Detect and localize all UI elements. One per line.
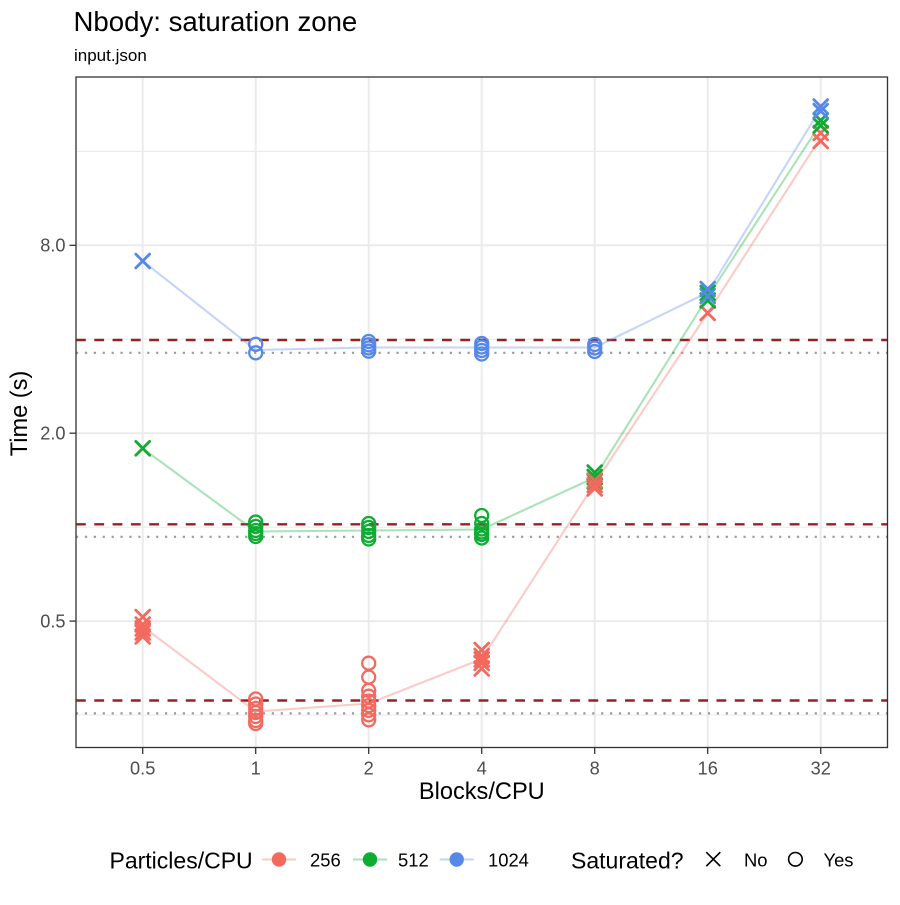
svg-text:0.5: 0.5 [130,758,155,778]
svg-text:2.0: 2.0 [40,424,65,444]
svg-text:16: 16 [698,758,718,778]
svg-text:4: 4 [477,758,487,778]
svg-text:1024: 1024 [488,849,529,870]
svg-text:Nbody: saturation zone: Nbody: saturation zone [74,6,358,37]
svg-text:8: 8 [590,758,600,778]
svg-text:Yes: Yes [824,849,854,870]
svg-text:Particles/CPU: Particles/CPU [110,848,253,874]
svg-text:256: 256 [310,849,341,870]
svg-text:Saturated?: Saturated? [571,848,684,874]
svg-text:8.0: 8.0 [40,236,65,256]
svg-text:Time (s): Time (s) [7,371,33,457]
svg-text:2: 2 [364,758,374,778]
svg-text:Blocks/CPU: Blocks/CPU [419,779,545,805]
svg-text:0.5: 0.5 [40,611,65,631]
svg-text:input.json: input.json [74,46,147,65]
svg-text:1: 1 [251,758,261,778]
svg-text:32: 32 [811,758,831,778]
svg-text:512: 512 [398,849,429,870]
svg-text:No: No [744,849,768,870]
